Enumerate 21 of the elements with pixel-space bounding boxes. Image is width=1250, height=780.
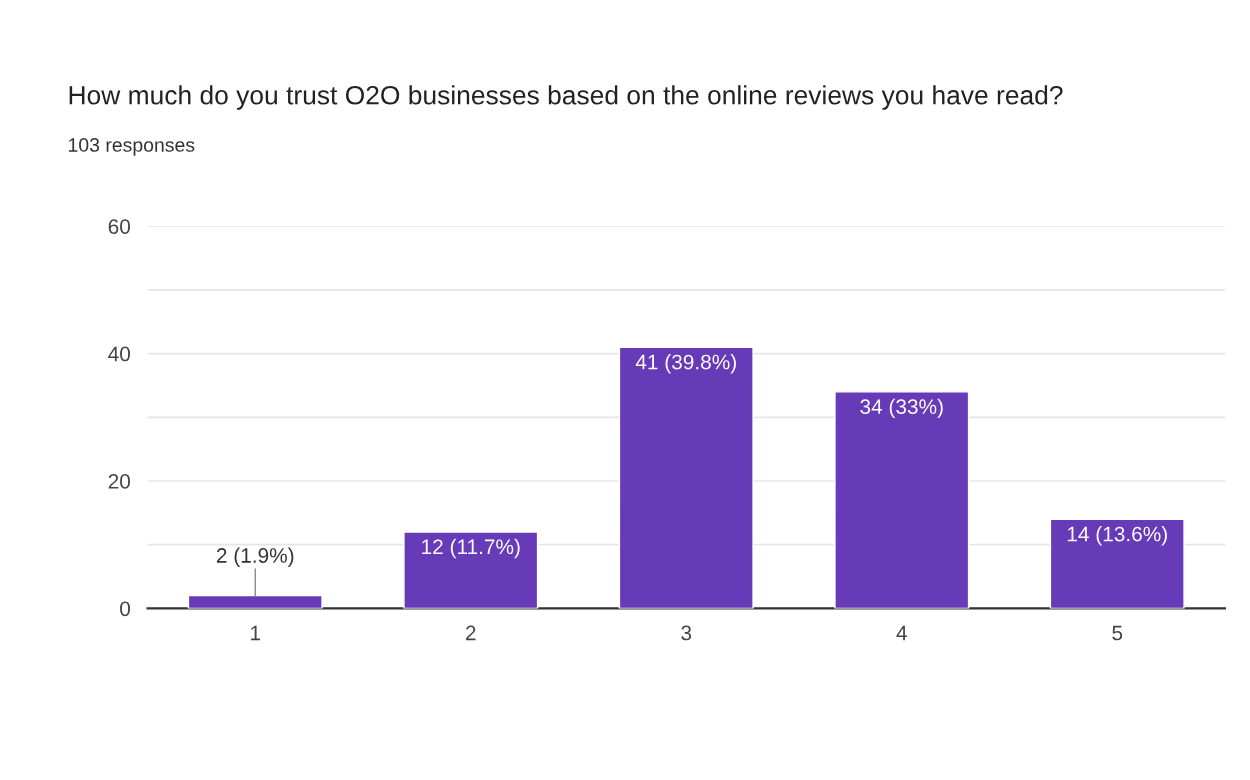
x-tick-label: 1 <box>251 625 261 641</box>
data-label: 14 (13.6%) <box>1067 526 1167 546</box>
chart-subtitle: 103 responses <box>68 138 195 156</box>
y-tick-label: 0 <box>120 601 131 617</box>
data-label: 41 (39.8%) <box>635 354 736 374</box>
x-tick-label: 4 <box>896 625 907 641</box>
bar <box>187 594 323 609</box>
bar <box>403 531 539 609</box>
data-label: 12 (11.7%) <box>422 538 520 559</box>
bar <box>1049 518 1185 609</box>
bar <box>834 391 970 609</box>
chart-title: How much do you trust O2O businesses based on the online reviews you have read? <box>69 85 1063 110</box>
y-tick-label: 60 <box>108 219 131 234</box>
y-tick-label: 20 <box>108 474 131 489</box>
x-tick-label: 2 <box>466 625 476 641</box>
data-label: 34 (33%) <box>860 398 943 419</box>
data-label: 2 (1.9%) <box>216 547 294 567</box>
bar <box>618 346 754 609</box>
y-tick-label: 40 <box>108 346 131 362</box>
x-tick-label: 3 <box>681 625 692 641</box>
x-tick-label: 5 <box>1112 625 1123 641</box>
